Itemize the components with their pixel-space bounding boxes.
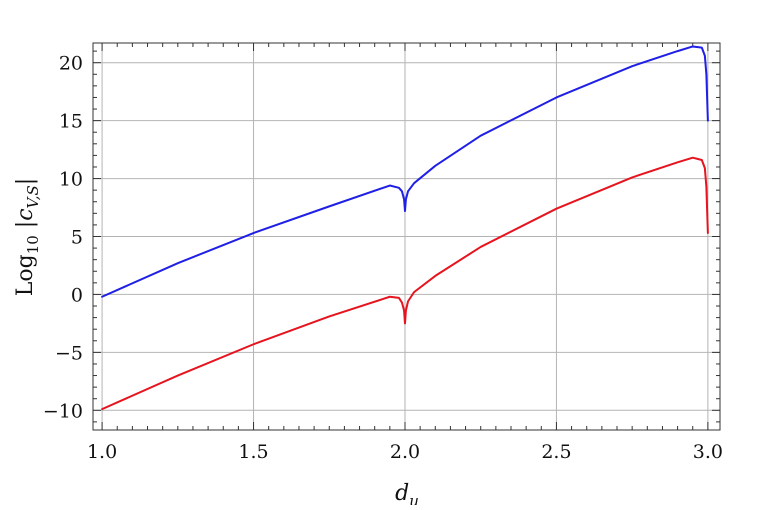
tick-labels: 1.0 1.5 2.0 2.5 3.0 −10 −5 0 5 10 15 20	[43, 53, 723, 463]
series-line-2	[101, 156, 709, 411]
y-tick-label: 5	[71, 227, 83, 249]
grid	[93, 43, 720, 430]
x-tick-label: 1.0	[87, 441, 117, 463]
x-tick-label: 3.0	[693, 441, 723, 463]
x-tick-label: 1.5	[238, 441, 268, 463]
axis-ticks	[93, 43, 720, 430]
x-tick-label: 2.0	[390, 441, 420, 463]
y-tick-label: 10	[59, 169, 83, 191]
y-tick-label: 15	[59, 111, 83, 133]
x-axis-title: du	[395, 481, 419, 505]
x-tick-label: 2.5	[541, 441, 571, 463]
y-tick-label: −5	[55, 342, 83, 364]
series-lines	[101, 45, 709, 411]
y-tick-label: 20	[59, 53, 83, 75]
y-tick-label: −10	[43, 400, 83, 422]
y-tick-label: 0	[71, 284, 83, 306]
series-line-1	[101, 45, 709, 298]
y-axis-title: Log10 |cV,S|	[13, 178, 42, 296]
